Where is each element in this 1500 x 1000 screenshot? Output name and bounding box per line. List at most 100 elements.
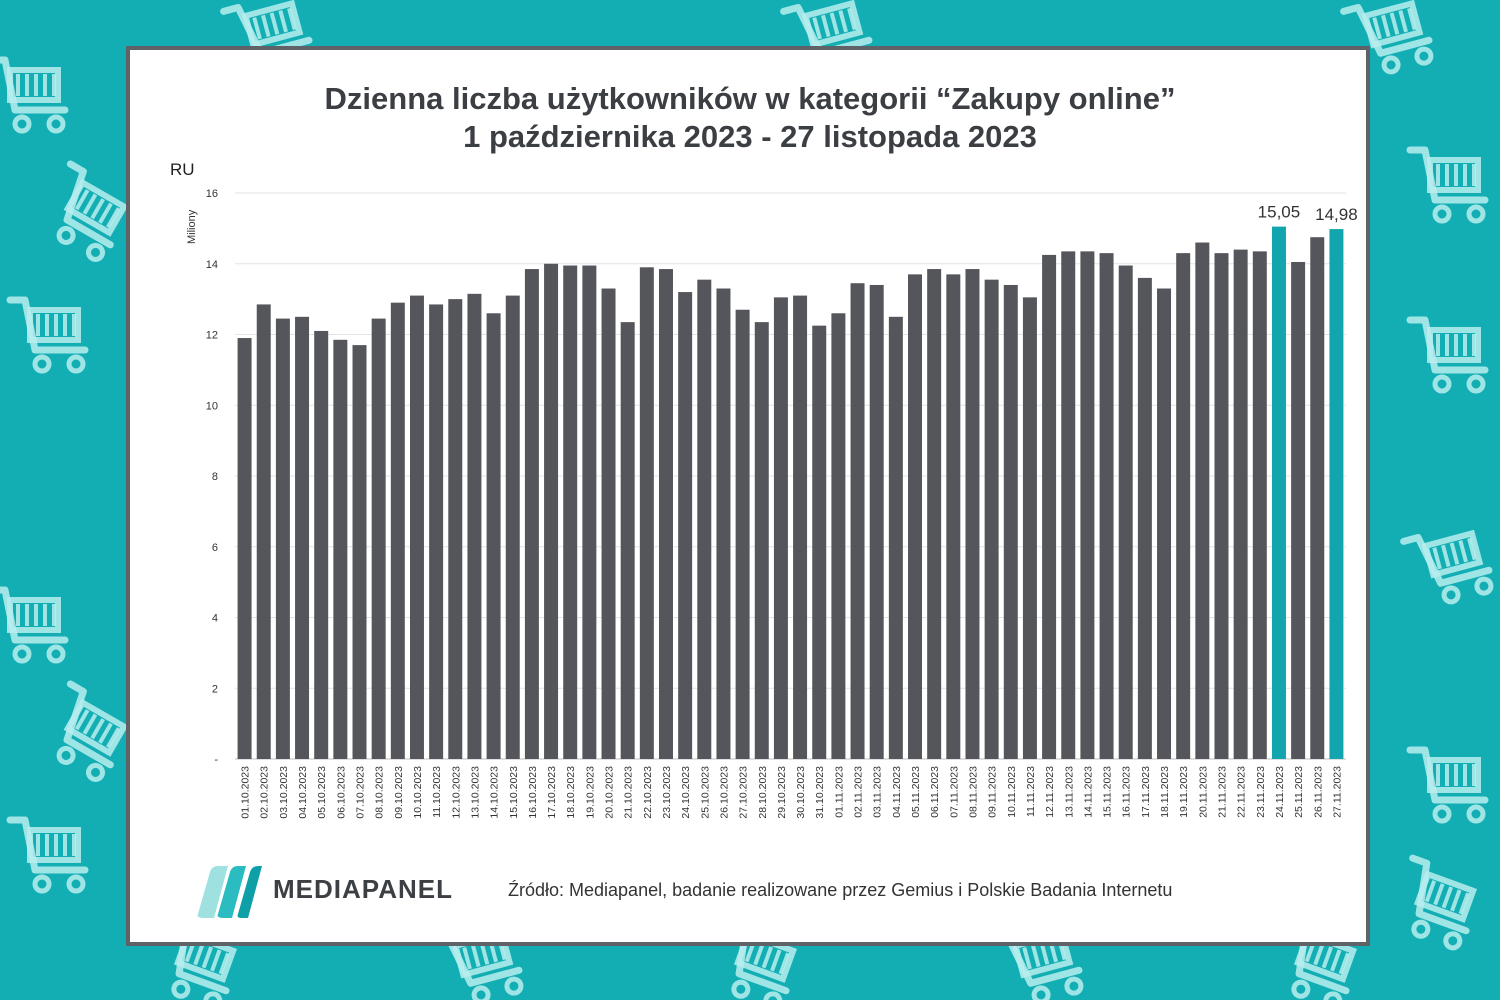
- x-tick-label: 20.11.2023: [1197, 766, 1209, 818]
- x-tick-label: 19.10.2023: [584, 766, 596, 819]
- x-tick-label: 01.11.2023: [833, 766, 845, 818]
- shopping-cart-icon: [6, 816, 89, 894]
- x-tick-label: 14.10.2023: [489, 766, 501, 819]
- bar: [658, 269, 673, 759]
- x-tick-label: 27.10.2023: [738, 766, 750, 819]
- x-tick-label: 04.11.2023: [891, 766, 903, 818]
- x-tick-label: 20.10.2023: [604, 766, 616, 819]
- x-tick-label: 10.10.2023: [412, 766, 424, 819]
- bar: [256, 304, 271, 759]
- bar: [1310, 237, 1325, 759]
- x-tick-label: 05.11.2023: [910, 766, 922, 818]
- x-tick-label: 26.11.2023: [1312, 766, 1324, 818]
- x-tick-label: 26.10.2023: [718, 766, 730, 819]
- shopping-cart-icon: [1406, 146, 1489, 224]
- shopping-cart-icon: [56, 680, 129, 782]
- bar: [1118, 265, 1133, 759]
- bar: [1329, 229, 1344, 759]
- bar: [524, 269, 539, 759]
- bar: [678, 292, 693, 759]
- y-tick-label: -: [214, 754, 218, 766]
- bar: [831, 313, 846, 759]
- x-tick-label: 03.10.2023: [278, 766, 290, 819]
- y-tick-label: 2: [212, 683, 218, 695]
- x-tick-label: 07.11.2023: [948, 766, 960, 818]
- x-tick-label: 22.10.2023: [642, 766, 654, 819]
- bar: [946, 274, 961, 759]
- source-note: Źródło: Mediapanel, badanie realizowane …: [508, 880, 1173, 900]
- bar: [371, 318, 386, 759]
- x-tick-label: 25.11.2023: [1293, 766, 1305, 818]
- shopping-cart-icon: [1400, 529, 1494, 605]
- bar: [927, 269, 942, 759]
- x-tick-label: 19.11.2023: [1178, 766, 1190, 818]
- x-tick-label: 05.10.2023: [316, 766, 328, 819]
- x-tick-label: 27.11.2023: [1331, 766, 1343, 818]
- bar: [429, 304, 444, 759]
- bar: [869, 284, 884, 759]
- data-label: 14,98: [1315, 205, 1358, 224]
- bar: [812, 325, 827, 759]
- x-tick-label: 25.10.2023: [699, 766, 711, 819]
- x-tick-label: 13.10.2023: [469, 766, 481, 819]
- bar: [563, 265, 578, 759]
- bar: [1195, 242, 1210, 759]
- bar: [697, 279, 712, 759]
- bar: [314, 330, 329, 759]
- x-tick-label: 24.10.2023: [680, 766, 692, 819]
- bar: [1003, 284, 1018, 759]
- x-tick-label: 21.10.2023: [623, 766, 635, 819]
- x-tick-label: 09.10.2023: [393, 766, 405, 819]
- bar: [352, 345, 367, 759]
- x-tick-label: 11.11.2023: [1025, 766, 1037, 817]
- bar: [1022, 297, 1037, 759]
- bar: [1214, 253, 1229, 759]
- x-tick-label: 12.11.2023: [1044, 766, 1056, 818]
- bar: [773, 297, 788, 759]
- x-tick-label: 06.10.2023: [335, 766, 347, 819]
- x-tick-label: 23.11.2023: [1255, 766, 1267, 818]
- bar: [409, 295, 424, 759]
- x-tick-label: 14.11.2023: [1082, 766, 1094, 818]
- unit-label: RU: [170, 160, 195, 179]
- logo-text: MEDIAPANEL: [273, 874, 453, 904]
- bar: [1252, 251, 1267, 759]
- x-tick-label: 28.10.2023: [757, 766, 769, 819]
- x-tick-label: 21.11.2023: [1216, 766, 1228, 818]
- shopping-cart-icon: [6, 296, 89, 374]
- shopping-cart-icon: [56, 160, 129, 262]
- y-tick-label: 14: [206, 259, 218, 271]
- bar: [295, 316, 310, 759]
- x-tick-label: 23.10.2023: [661, 766, 673, 819]
- bar: [1099, 253, 1114, 759]
- bar: [984, 279, 999, 759]
- x-tick-label: 02.11.2023: [853, 766, 865, 818]
- chart-title-line-2: 1 października 2023 - 27 listopada 2023: [463, 119, 1037, 154]
- x-tick-label: 08.10.2023: [374, 766, 386, 819]
- y-tick-label: 6: [212, 542, 218, 554]
- shopping-cart-icon: [0, 56, 69, 134]
- bar: [639, 267, 654, 759]
- chart-title-line-1: Dzienna liczba użytkowników w kategorii …: [324, 81, 1176, 116]
- x-tick-label: 24.11.2023: [1274, 766, 1286, 818]
- x-tick-label: 06.11.2023: [929, 766, 941, 818]
- bar: [237, 338, 252, 759]
- x-tick-label: 17.11.2023: [1140, 766, 1152, 818]
- x-tick-label: 22.11.2023: [1236, 766, 1248, 818]
- bar: [1233, 249, 1248, 759]
- shopping-cart-icon: [1409, 854, 1477, 951]
- x-tick-label: 13.11.2023: [1063, 766, 1075, 818]
- x-tick-label: 17.10.2023: [546, 766, 558, 819]
- x-tick-label: 01.10.2023: [240, 766, 252, 819]
- mediapanel-logo-icon: [197, 866, 262, 918]
- bar: [620, 322, 635, 759]
- y-tick-label: 10: [206, 400, 218, 412]
- bar: [965, 269, 980, 759]
- shopping-cart-icon: [1340, 0, 1434, 75]
- bar: [1042, 254, 1057, 759]
- x-tick-label: 10.11.2023: [1006, 766, 1018, 818]
- bar: [1157, 288, 1172, 759]
- x-tick-label: 18.11.2023: [1159, 766, 1171, 818]
- bar: [793, 295, 808, 759]
